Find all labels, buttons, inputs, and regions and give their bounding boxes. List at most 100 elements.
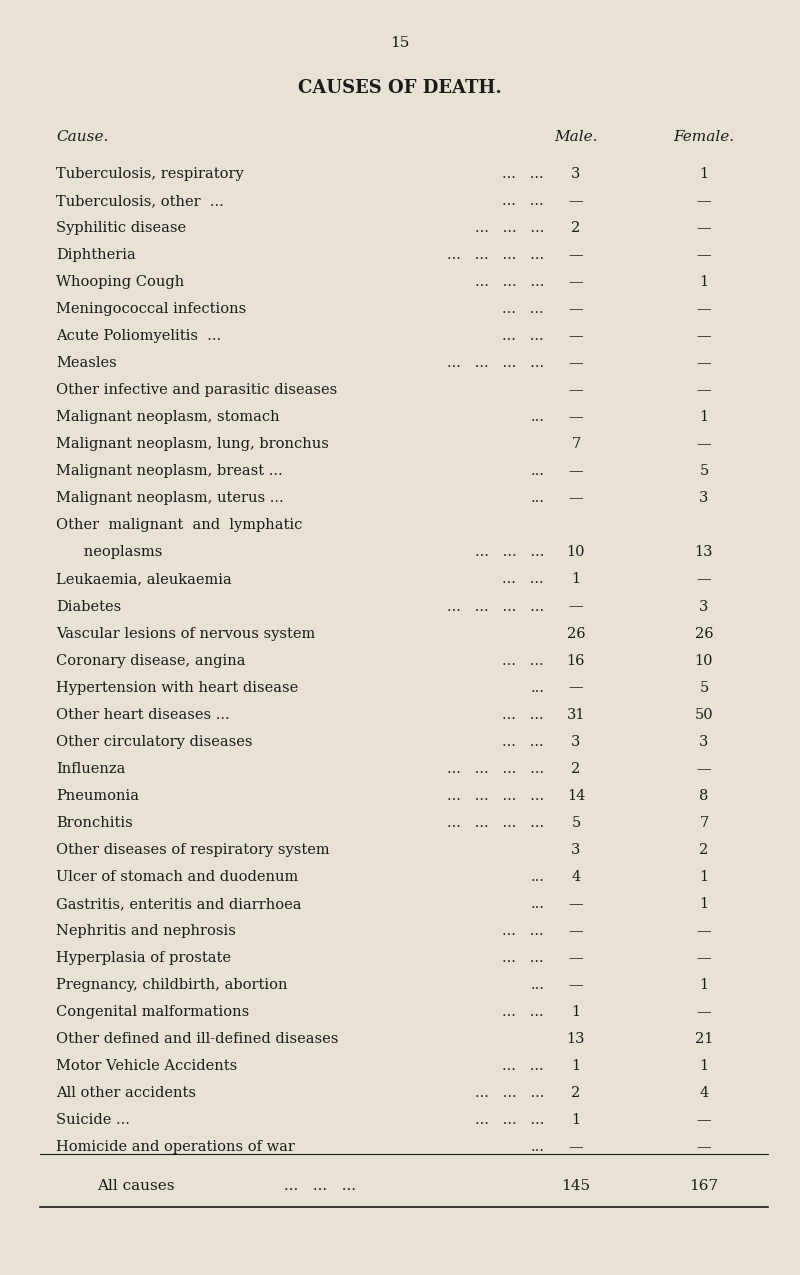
Text: 1: 1 bbox=[699, 978, 709, 992]
Text: Whooping Cough: Whooping Cough bbox=[56, 275, 184, 289]
Text: 167: 167 bbox=[690, 1179, 718, 1193]
Text: —: — bbox=[569, 194, 583, 208]
Text: —: — bbox=[697, 1140, 711, 1154]
Text: 2: 2 bbox=[571, 761, 581, 775]
Text: Bronchitis: Bronchitis bbox=[56, 816, 133, 830]
Text: ...: ... bbox=[530, 464, 544, 478]
Text: —: — bbox=[569, 356, 583, 370]
Text: Pregnancy, childbirth, abortion: Pregnancy, childbirth, abortion bbox=[56, 978, 287, 992]
Text: ...   ...: ... ... bbox=[502, 924, 544, 938]
Text: Other infective and parasitic diseases: Other infective and parasitic diseases bbox=[56, 384, 338, 398]
Text: —: — bbox=[697, 761, 711, 775]
Text: Diphtheria: Diphtheria bbox=[56, 249, 136, 263]
Text: Coronary disease, angina: Coronary disease, angina bbox=[56, 654, 246, 668]
Text: 2: 2 bbox=[571, 1086, 581, 1100]
Text: Other  malignant  and  lymphatic: Other malignant and lymphatic bbox=[56, 519, 302, 533]
Text: ...: ... bbox=[530, 896, 544, 910]
Text: 4: 4 bbox=[571, 870, 581, 884]
Text: 16: 16 bbox=[566, 654, 586, 668]
Text: 3: 3 bbox=[571, 734, 581, 748]
Text: ...   ...: ... ... bbox=[502, 194, 544, 208]
Text: Acute Poliomyelitis  ...: Acute Poliomyelitis ... bbox=[56, 329, 221, 343]
Text: —: — bbox=[697, 572, 711, 586]
Text: —: — bbox=[697, 194, 711, 208]
Text: Other defined and ill-defined diseases: Other defined and ill-defined diseases bbox=[56, 1031, 338, 1046]
Text: Tuberculosis, respiratory: Tuberculosis, respiratory bbox=[56, 167, 244, 181]
Text: ...: ... bbox=[530, 411, 544, 425]
Text: —: — bbox=[697, 384, 711, 398]
Text: 4: 4 bbox=[699, 1086, 709, 1100]
Text: 1: 1 bbox=[571, 1060, 581, 1074]
Text: Tuberculosis, other  ...: Tuberculosis, other ... bbox=[56, 194, 224, 208]
Text: Male.: Male. bbox=[554, 130, 598, 144]
Text: Malignant neoplasm, stomach: Malignant neoplasm, stomach bbox=[56, 411, 280, 425]
Text: 10: 10 bbox=[694, 654, 714, 668]
Text: —: — bbox=[697, 221, 711, 235]
Text: 5: 5 bbox=[699, 464, 709, 478]
Text: 3: 3 bbox=[571, 843, 581, 857]
Text: ...   ...   ...   ...: ... ... ... ... bbox=[447, 789, 544, 803]
Text: —: — bbox=[569, 951, 583, 965]
Text: Other heart diseases ...: Other heart diseases ... bbox=[56, 708, 230, 722]
Text: —: — bbox=[697, 1005, 711, 1019]
Text: Female.: Female. bbox=[674, 130, 734, 144]
Text: —: — bbox=[569, 681, 583, 695]
Text: Vascular lesions of nervous system: Vascular lesions of nervous system bbox=[56, 626, 315, 640]
Text: Leukaemia, aleukaemia: Leukaemia, aleukaemia bbox=[56, 572, 232, 586]
Text: —: — bbox=[569, 491, 583, 505]
Text: ...   ...   ...: ... ... ... bbox=[474, 1086, 544, 1100]
Text: —: — bbox=[569, 275, 583, 289]
Text: ...: ... bbox=[530, 491, 544, 505]
Text: Diabetes: Diabetes bbox=[56, 599, 122, 613]
Text: —: — bbox=[569, 249, 583, 263]
Text: Other diseases of respiratory system: Other diseases of respiratory system bbox=[56, 843, 330, 857]
Text: 21: 21 bbox=[695, 1031, 713, 1046]
Text: ...   ...: ... ... bbox=[502, 734, 544, 748]
Text: 31: 31 bbox=[566, 708, 586, 722]
Text: ...   ...   ...: ... ... ... bbox=[474, 275, 544, 289]
Text: 13: 13 bbox=[566, 1031, 586, 1046]
Text: 3: 3 bbox=[571, 167, 581, 181]
Text: ...   ...   ...   ...: ... ... ... ... bbox=[447, 249, 544, 263]
Text: ...   ...: ... ... bbox=[502, 302, 544, 316]
Text: ...   ...: ... ... bbox=[502, 329, 544, 343]
Text: 1: 1 bbox=[571, 1113, 581, 1127]
Text: —: — bbox=[569, 978, 583, 992]
Text: 26: 26 bbox=[566, 626, 586, 640]
Text: Hyperplasia of prostate: Hyperplasia of prostate bbox=[56, 951, 231, 965]
Text: 7: 7 bbox=[699, 816, 709, 830]
Text: —: — bbox=[569, 464, 583, 478]
Text: Malignant neoplasm, lung, bronchus: Malignant neoplasm, lung, bronchus bbox=[56, 437, 329, 451]
Text: 2: 2 bbox=[699, 843, 709, 857]
Text: Homicide and operations of war: Homicide and operations of war bbox=[56, 1140, 295, 1154]
Text: 3: 3 bbox=[699, 599, 709, 613]
Text: —: — bbox=[697, 329, 711, 343]
Text: ...   ...   ...: ... ... ... bbox=[474, 546, 544, 560]
Text: Suicide ...: Suicide ... bbox=[56, 1113, 130, 1127]
Text: Measles: Measles bbox=[56, 356, 117, 370]
Text: 14: 14 bbox=[567, 789, 585, 803]
Text: —: — bbox=[569, 411, 583, 425]
Text: ...   ...   ...: ... ... ... bbox=[284, 1179, 356, 1193]
Text: Malignant neoplasm, breast ...: Malignant neoplasm, breast ... bbox=[56, 464, 282, 478]
Text: All other accidents: All other accidents bbox=[56, 1086, 196, 1100]
Text: 3: 3 bbox=[699, 491, 709, 505]
Text: 1: 1 bbox=[699, 1060, 709, 1074]
Text: Syphilitic disease: Syphilitic disease bbox=[56, 221, 186, 235]
Text: —: — bbox=[697, 356, 711, 370]
Text: ...: ... bbox=[530, 681, 544, 695]
Text: Congenital malformations: Congenital malformations bbox=[56, 1005, 250, 1019]
Text: ...   ...   ...: ... ... ... bbox=[474, 221, 544, 235]
Text: 5: 5 bbox=[571, 816, 581, 830]
Text: ...   ...   ...   ...: ... ... ... ... bbox=[447, 816, 544, 830]
Text: Gastritis, enteritis and diarrhoea: Gastritis, enteritis and diarrhoea bbox=[56, 896, 302, 910]
Text: All causes: All causes bbox=[98, 1179, 174, 1193]
Text: 1: 1 bbox=[571, 1005, 581, 1019]
Text: —: — bbox=[569, 384, 583, 398]
Text: —: — bbox=[569, 302, 583, 316]
Text: 3: 3 bbox=[699, 734, 709, 748]
Text: ...   ...: ... ... bbox=[502, 572, 544, 586]
Text: 1: 1 bbox=[699, 167, 709, 181]
Text: 1: 1 bbox=[571, 572, 581, 586]
Text: —: — bbox=[569, 924, 583, 938]
